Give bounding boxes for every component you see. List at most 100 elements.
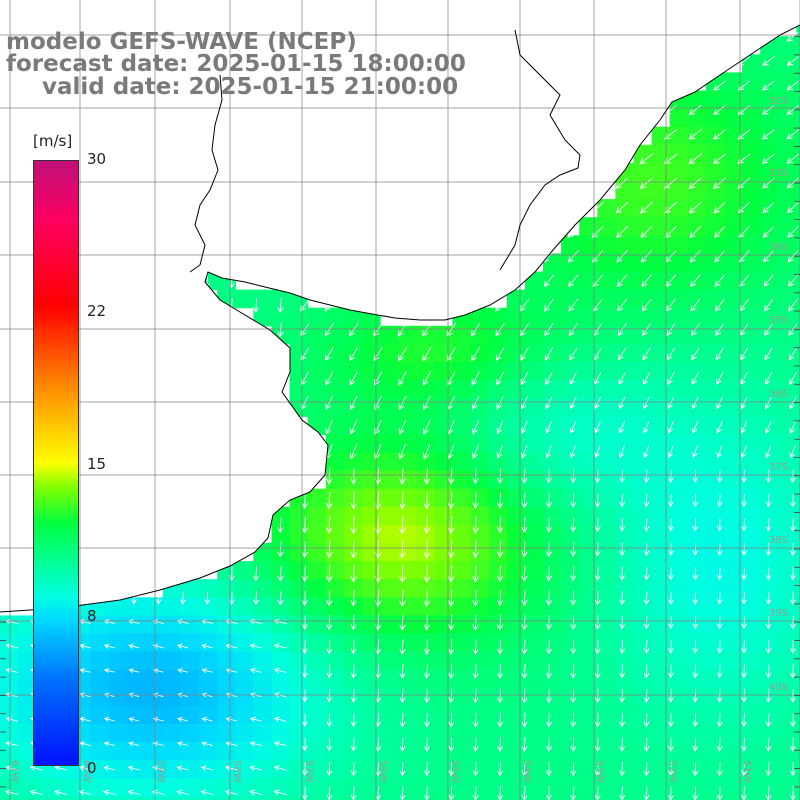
wind-arrow xyxy=(472,614,479,631)
wind-arrow xyxy=(471,395,480,410)
wind-speed-cell xyxy=(108,796,128,800)
wind-speed-cell xyxy=(796,796,800,800)
wind-arrow xyxy=(789,713,796,728)
wind-speed-cell xyxy=(579,488,598,508)
wind-speed-cell xyxy=(271,307,291,327)
wind-arrow xyxy=(716,469,723,483)
wind-speed-cell xyxy=(398,543,417,562)
wind-speed-cell xyxy=(561,742,580,761)
wind-arrow xyxy=(496,590,504,607)
wind-arrow xyxy=(667,372,675,385)
wind-speed-cell xyxy=(144,724,164,743)
wind-speed-cell xyxy=(289,633,309,653)
wind-speed-cell xyxy=(742,796,761,800)
wind-arrow xyxy=(521,468,528,484)
wind-speed-cell xyxy=(651,181,671,200)
wind-speed-cell xyxy=(434,796,454,800)
wind-speed-cell xyxy=(742,615,761,635)
wind-speed-cell xyxy=(615,470,635,490)
wind-arrow xyxy=(326,614,333,631)
wind-speed-cell xyxy=(235,633,254,653)
wind-speed-cell xyxy=(380,488,399,508)
wind-arrow xyxy=(350,713,357,728)
wind-speed-cell xyxy=(669,271,689,291)
wind-speed-cell xyxy=(742,253,761,273)
wind-speed-cell xyxy=(235,705,254,725)
wind-arrow xyxy=(399,614,406,631)
wind-speed-cell xyxy=(434,615,454,635)
wind-speed-cell xyxy=(760,742,779,761)
wind-arrow xyxy=(786,201,799,214)
wind-speed-cell xyxy=(470,651,490,671)
wind-speed-cell xyxy=(325,742,345,761)
wind-speed-cell xyxy=(235,687,254,707)
wind-speed-cell xyxy=(506,506,526,526)
wind-arrow xyxy=(616,274,628,288)
wind-speed-cell xyxy=(687,488,707,508)
wind-speed-cell xyxy=(0,615,19,635)
wind-speed-cell xyxy=(18,669,37,689)
wind-speed-cell xyxy=(669,579,689,598)
wind-speed-cell xyxy=(289,796,309,800)
wind-speed-cell xyxy=(669,108,689,128)
wind-speed-cell xyxy=(253,724,273,743)
wind-arrow xyxy=(249,741,263,747)
wind-speed-cell xyxy=(325,615,345,635)
wind-speed-cell xyxy=(434,506,454,526)
wind-speed-cell xyxy=(651,162,671,182)
wind-speed-cell xyxy=(615,416,635,435)
wind-speed-cell xyxy=(488,651,508,671)
wind-speed-cell xyxy=(271,742,291,761)
wind-speed-cell xyxy=(796,452,800,472)
wind-speed-cell xyxy=(398,488,417,508)
wind-speed-cell xyxy=(524,687,544,707)
wind-arrow xyxy=(399,540,406,559)
wind-arrow xyxy=(423,614,431,631)
wind-speed-cell xyxy=(633,217,653,236)
wind-arrow xyxy=(762,56,775,67)
wind-arrow xyxy=(790,567,796,581)
wind-arrow xyxy=(619,493,625,508)
wind-arrow xyxy=(180,591,186,605)
wind-speed-cell xyxy=(36,796,55,800)
wind-arrow xyxy=(787,226,799,238)
wind-speed-cell xyxy=(434,579,454,598)
wind-speed-cell xyxy=(524,633,544,653)
wind-speed-cell xyxy=(307,343,327,363)
wind-speed-cell xyxy=(108,615,128,635)
wind-speed-cell xyxy=(760,524,779,544)
wind-arrow xyxy=(448,639,455,655)
wind-speed-cell xyxy=(325,362,345,381)
longitude-label: 60W xyxy=(81,760,92,783)
wind-arrow xyxy=(521,737,528,753)
wind-speed-cell xyxy=(687,253,707,273)
wind-speed-cell xyxy=(778,633,797,653)
wind-speed-cell xyxy=(162,724,182,743)
wind-speed-cell xyxy=(181,615,200,635)
wind-speed-cell xyxy=(72,796,92,800)
wind-arrow xyxy=(302,737,308,752)
wind-speed-cell xyxy=(199,705,218,725)
wind-speed-cell xyxy=(724,343,743,363)
wind-speed-cell xyxy=(434,524,454,544)
wind-arrow xyxy=(447,589,455,607)
wind-speed-cell xyxy=(760,778,779,797)
wind-speed-cell xyxy=(615,488,635,508)
wind-arrow xyxy=(277,297,284,314)
wind-arrow xyxy=(423,540,431,559)
colorbar-tick-8: 8 xyxy=(87,607,97,625)
wind-speed-cell xyxy=(416,742,435,761)
wind-speed-cell xyxy=(633,416,653,435)
model-title: modelo GEFS-WAVE (NCEP) xyxy=(6,29,357,55)
wind-speed-cell xyxy=(597,452,616,472)
wind-speed-cell xyxy=(289,651,309,671)
wind-speed-cell xyxy=(543,398,562,417)
wind-speed-cell xyxy=(796,18,800,37)
wind-speed-cell xyxy=(687,687,707,707)
wind-speed-cell xyxy=(579,434,598,454)
wind-speed-cell xyxy=(687,434,707,454)
wind-speed-cell xyxy=(289,778,309,797)
wind-arrow xyxy=(472,712,479,728)
wind-speed-cell xyxy=(778,579,797,598)
wind-speed-cell xyxy=(325,452,345,472)
